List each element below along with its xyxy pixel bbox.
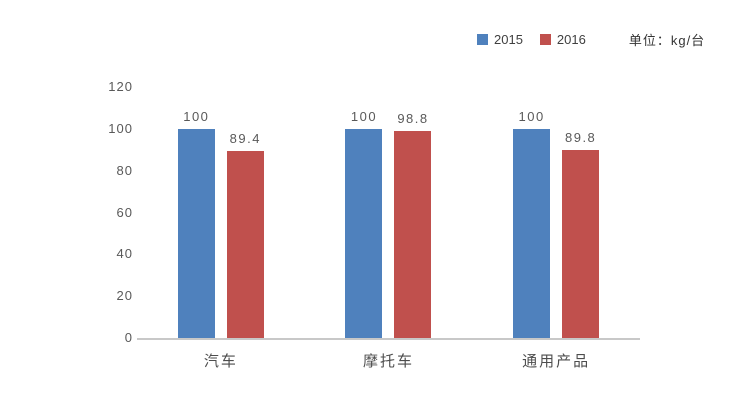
legend-label-2016: 2016 — [556, 32, 586, 47]
x-axis-label-1: 汽车 — [203, 353, 238, 370]
unit-label: 单位：kg/台 — [628, 33, 706, 48]
bar-group-3: 100 89.8 通用产品 — [513, 87, 600, 370]
bar-value-label: 89.4 — [229, 131, 261, 147]
legend-swatch-2016 — [539, 34, 551, 45]
y-tick-80: 80 — [116, 162, 133, 178]
chart-legend: 2015 2016 单位：kg/台 — [477, 30, 705, 49]
bar-groups: 100 89.4 汽车 100 98.8 摩托车 100 89.8 通用产品 — [137, 87, 640, 370]
bar-value-label: 100 — [518, 108, 545, 124]
legend-label-2015: 2015 — [494, 32, 523, 47]
bar-2015-2: 100 — [345, 109, 383, 338]
bar-2015-3: 100 — [513, 109, 551, 338]
bar-2016-1: 89.4 — [226, 131, 264, 338]
plot-area: 100 89.4 汽车 100 98.8 摩托车 100 89.8 通用产品 — [137, 87, 640, 370]
bar-value-label: 89.8 — [564, 130, 597, 146]
y-tick-0: 0 — [124, 330, 133, 345]
bar-value-label: 100 — [350, 108, 378, 124]
bar-2015-1: 100 — [177, 109, 215, 338]
bar-2016-2: 98.8 — [394, 111, 432, 338]
bar-value-label: 98.8 — [397, 111, 429, 127]
y-tick-60: 60 — [116, 204, 133, 220]
legend-items: 2015 2016 — [477, 32, 603, 47]
y-tick-20: 20 — [116, 288, 133, 304]
legend-item-2015: 2015 — [477, 32, 523, 47]
legend-swatch-2015 — [477, 34, 488, 45]
bar-group-1: 100 89.4 汽车 — [177, 87, 264, 370]
y-tick-100: 100 — [108, 120, 133, 136]
bar-value-label: 100 — [183, 108, 210, 124]
legend-item-2016: 2016 — [539, 32, 586, 47]
x-axis-label-3: 通用产品 — [522, 353, 591, 370]
y-axis: 0 20 40 60 80 100 120 — [0, 79, 133, 345]
y-tick-40: 40 — [116, 246, 133, 262]
x-axis-label-2: 摩托车 — [362, 353, 414, 370]
bar-group-2: 100 98.8 摩托车 — [345, 87, 432, 370]
bar-2016-3: 89.8 — [562, 130, 600, 338]
y-tick-120: 120 — [108, 79, 133, 94]
